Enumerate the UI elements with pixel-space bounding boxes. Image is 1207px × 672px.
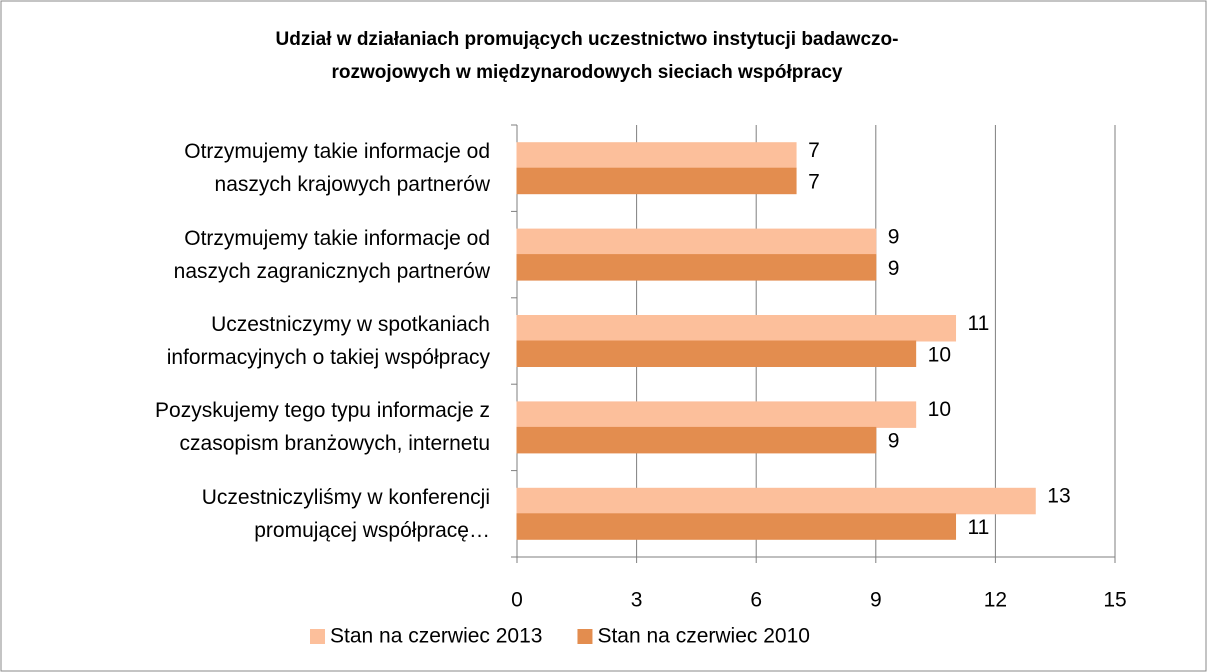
value-label: 7 [808,170,820,193]
bar [516,228,877,256]
chart-title: Udział w działaniach promujących uczestn… [276,29,899,83]
x-tick-label: 9 [870,589,882,612]
value-label: 9 [888,225,900,248]
bar [516,513,957,540]
x-tick-label: 12 [984,589,1007,612]
value-label: 9 [888,257,900,280]
bar [516,340,917,367]
bar [516,401,917,428]
category-label: Otrzymujemy takie informacje od naszych … [184,140,490,197]
bar [516,254,877,281]
legend-swatch [577,629,593,644]
value-label: 7 [808,139,820,162]
value-label: 11 [968,516,990,539]
value-label: 11 [968,312,990,335]
legend-swatch [310,629,325,644]
bar [516,167,797,195]
x-tick-label: 6 [750,589,762,612]
value-label: 9 [888,430,900,453]
legend-label: Stan na czerwiec 2013 [330,625,542,648]
x-tick-label: 15 [1103,589,1126,612]
category-label: Uczestniczymy w spotkaniach informacyjny… [166,313,490,369]
bar [516,426,877,454]
value-label: 13 [1047,485,1070,508]
bar [516,315,957,342]
x-tick-label: 3 [631,589,643,612]
bar [516,142,797,169]
bar [516,487,1036,515]
category-label: Pozyskujemy tego typu informacje z czaso… [155,399,490,456]
value-label: 10 [928,343,951,366]
value-label: 10 [928,398,951,421]
x-tick-label: 0 [511,589,523,612]
legend-label: Stan na czerwiec 2010 [597,625,809,648]
category-label: Uczestniczyliśmy w konferencji promujące… [201,485,490,542]
category-label: Otrzymujemy takie informacje od naszych … [173,226,490,283]
